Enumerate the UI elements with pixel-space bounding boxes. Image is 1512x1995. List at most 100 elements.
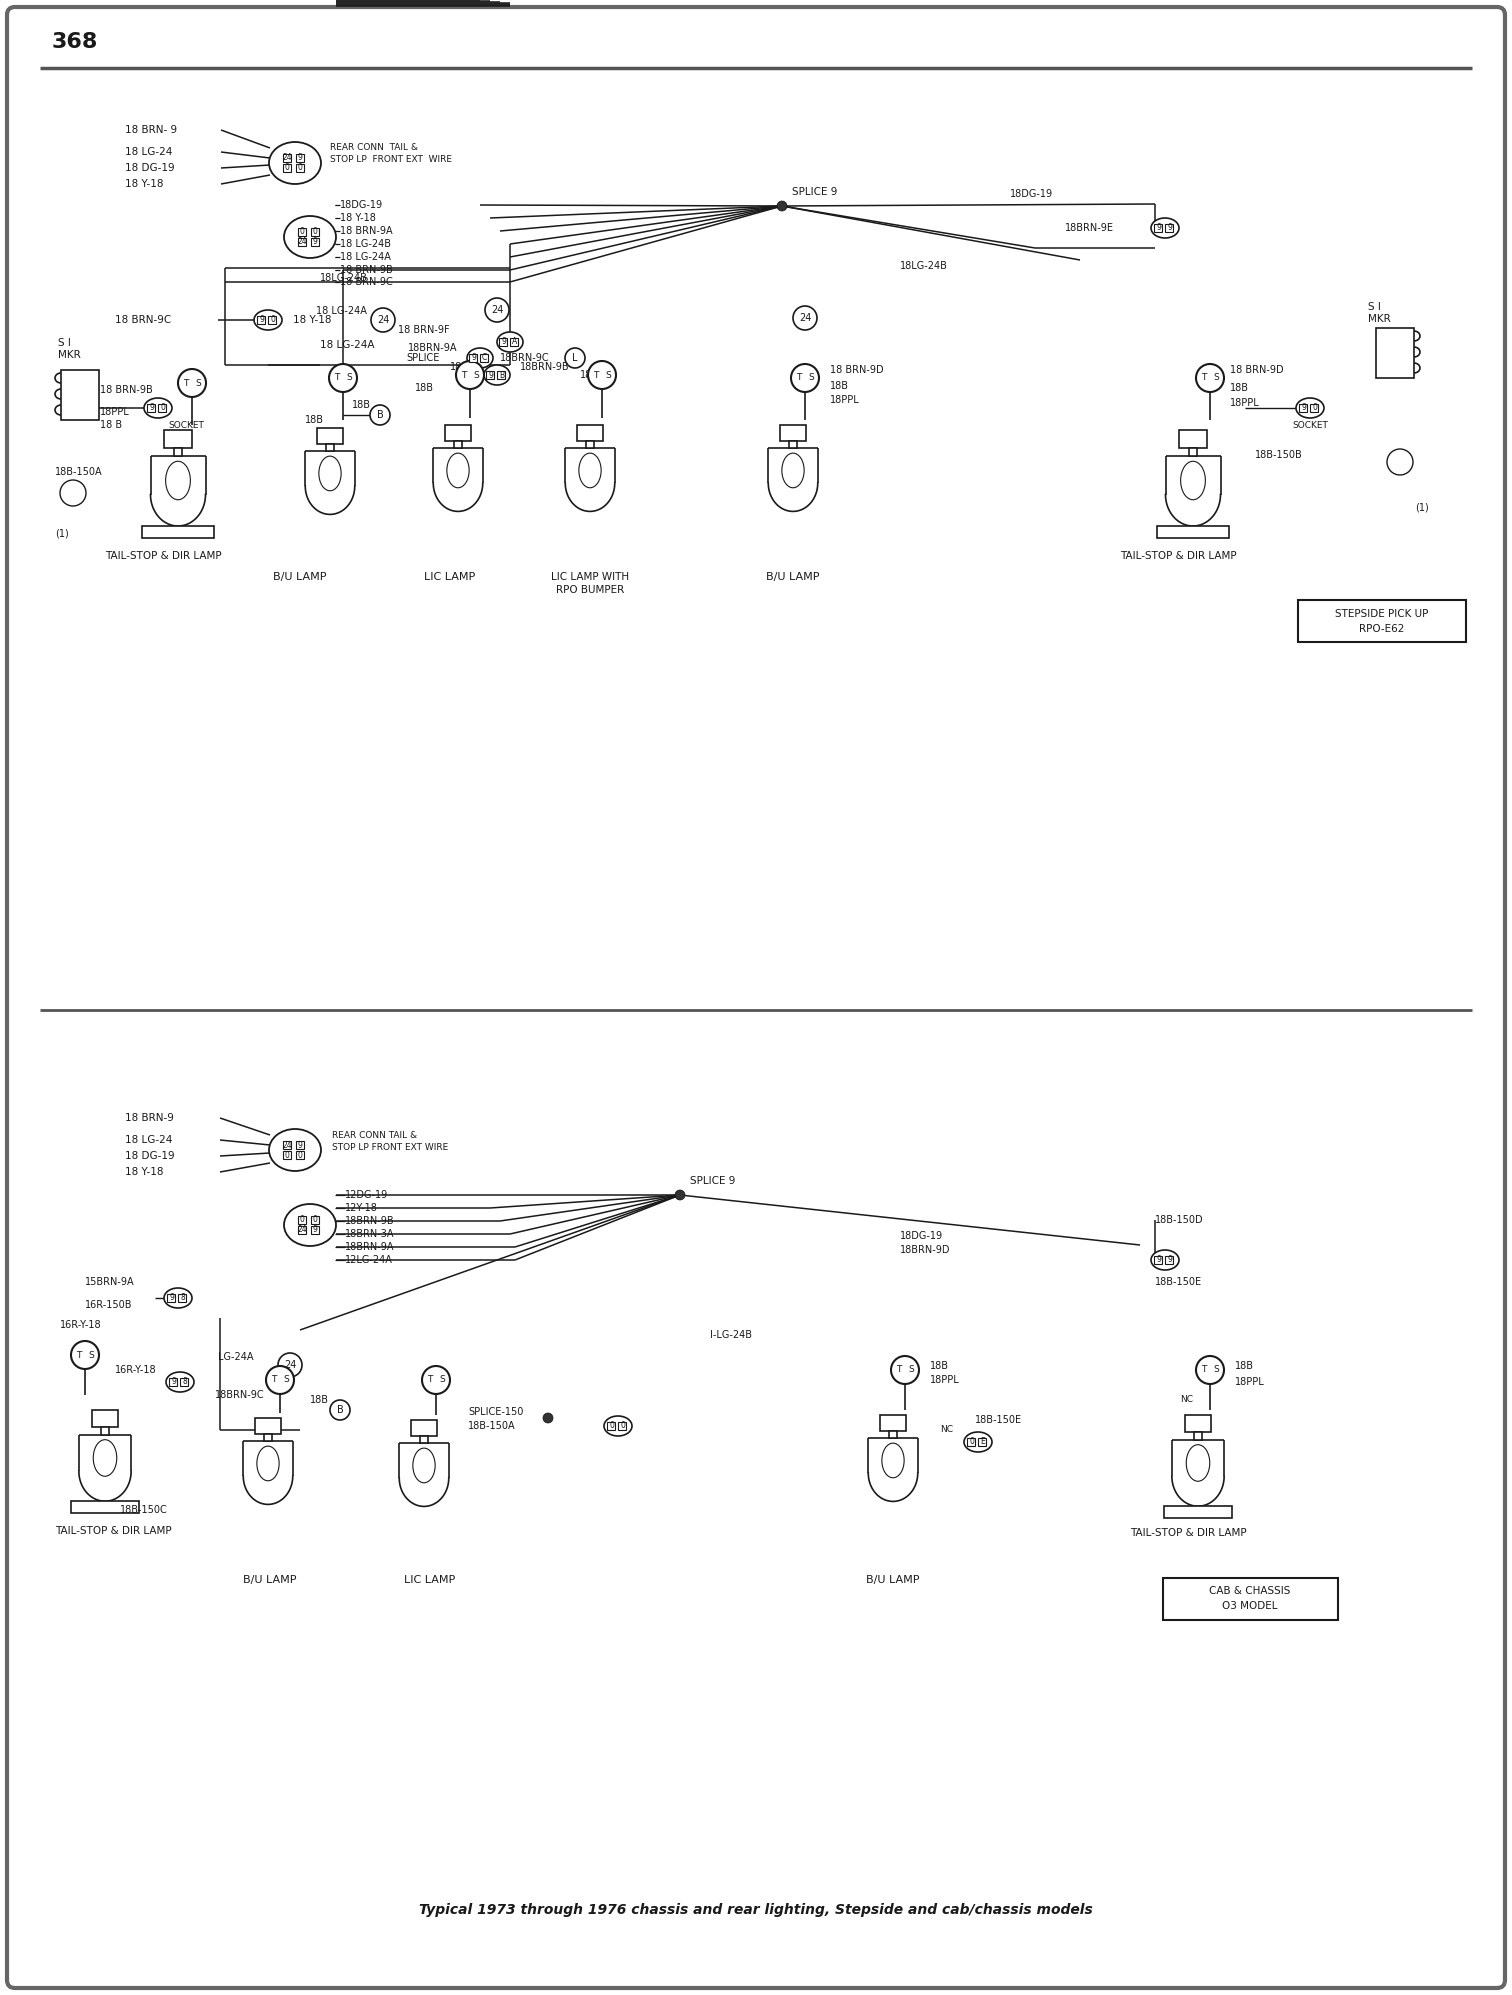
Text: 18 LG-24A: 18 LG-24A: [316, 305, 367, 315]
FancyBboxPatch shape: [1188, 449, 1198, 457]
Text: 9: 9: [298, 1141, 302, 1149]
Text: 9: 9: [150, 403, 154, 413]
FancyBboxPatch shape: [780, 425, 806, 441]
FancyBboxPatch shape: [606, 1422, 615, 1430]
Text: 18B-150E: 18B-150E: [1155, 1277, 1202, 1287]
FancyBboxPatch shape: [485, 371, 494, 379]
FancyBboxPatch shape: [1185, 1414, 1211, 1432]
Text: 9: 9: [1300, 403, 1306, 413]
Text: T: T: [183, 379, 189, 387]
FancyBboxPatch shape: [311, 1217, 319, 1225]
Text: 18B-150C: 18B-150C: [119, 1504, 168, 1514]
Ellipse shape: [965, 1432, 992, 1452]
Text: 0: 0: [969, 1438, 974, 1446]
FancyBboxPatch shape: [283, 164, 290, 172]
Text: 0: 0: [609, 1422, 614, 1430]
FancyBboxPatch shape: [60, 369, 98, 421]
Text: Typical 1973 through 1976 chassis and rear lighting, Stepside and cab/chassis mo: Typical 1973 through 1976 chassis and re…: [419, 1903, 1093, 1917]
Text: A: A: [513, 337, 517, 347]
FancyBboxPatch shape: [499, 337, 507, 345]
Text: 9: 9: [171, 1377, 175, 1387]
Text: SPLICE 9: SPLICE 9: [689, 1175, 735, 1185]
Ellipse shape: [1181, 461, 1205, 501]
FancyBboxPatch shape: [174, 449, 181, 457]
FancyBboxPatch shape: [163, 431, 192, 449]
Text: 18B: 18B: [451, 361, 469, 371]
FancyBboxPatch shape: [1166, 1257, 1173, 1265]
Text: B: B: [499, 371, 503, 379]
Text: MKR: MKR: [57, 349, 80, 359]
FancyBboxPatch shape: [1166, 223, 1173, 231]
Circle shape: [791, 363, 820, 391]
Text: 18 Y-18: 18 Y-18: [125, 1167, 163, 1177]
Text: 12DG-19: 12DG-19: [345, 1189, 389, 1201]
Circle shape: [1196, 363, 1225, 391]
Text: S I: S I: [1368, 301, 1380, 311]
Text: 24: 24: [298, 237, 307, 247]
Text: 18 BRN-9: 18 BRN-9: [125, 1113, 174, 1123]
Text: 18 BRN-9D: 18 BRN-9D: [1229, 365, 1284, 375]
Text: 0: 0: [1312, 403, 1317, 413]
Text: 8: 8: [180, 1293, 184, 1303]
Text: 18 LG-24A: 18 LG-24A: [321, 339, 375, 349]
FancyBboxPatch shape: [618, 1422, 626, 1430]
Text: RPO-E62: RPO-E62: [1359, 624, 1405, 634]
Text: 18LG-24B: 18LG-24B: [321, 273, 367, 283]
Text: S: S: [438, 1375, 445, 1385]
FancyBboxPatch shape: [92, 1410, 118, 1426]
Circle shape: [422, 1367, 451, 1395]
FancyBboxPatch shape: [1179, 431, 1207, 449]
Text: NC: NC: [1179, 1395, 1193, 1404]
FancyBboxPatch shape: [257, 315, 265, 323]
Text: 18B-150B: 18B-150B: [1255, 451, 1303, 461]
Text: B: B: [337, 1404, 343, 1414]
Ellipse shape: [284, 215, 336, 257]
Text: S: S: [473, 371, 479, 379]
FancyBboxPatch shape: [298, 1227, 305, 1235]
Text: SPLICE: SPLICE: [407, 353, 440, 363]
Text: 9: 9: [488, 371, 493, 379]
Text: I-LG-24B: I-LG-24B: [711, 1331, 751, 1341]
Text: 18B-150D: 18B-150D: [1155, 1215, 1204, 1225]
Text: 24: 24: [298, 1225, 307, 1235]
FancyBboxPatch shape: [1157, 527, 1229, 539]
Text: LIC LAMP: LIC LAMP: [425, 573, 476, 583]
FancyBboxPatch shape: [497, 371, 505, 379]
Circle shape: [792, 305, 816, 329]
Text: LIC LAMP WITH: LIC LAMP WITH: [550, 573, 629, 583]
Ellipse shape: [881, 1442, 904, 1478]
Text: S: S: [195, 379, 201, 387]
Text: 18BRN-9B: 18BRN-9B: [520, 361, 570, 371]
Text: T: T: [1202, 1365, 1207, 1375]
Text: 18 BRN-9F: 18 BRN-9F: [398, 325, 449, 335]
Ellipse shape: [166, 1373, 194, 1393]
Text: 9: 9: [1167, 223, 1172, 233]
FancyBboxPatch shape: [311, 1227, 319, 1235]
Text: 18DG-19: 18DG-19: [1010, 190, 1054, 200]
Text: 0: 0: [299, 227, 304, 237]
Text: 18 BRN-9B: 18 BRN-9B: [340, 265, 393, 275]
Text: (1): (1): [54, 529, 68, 539]
FancyBboxPatch shape: [1299, 405, 1306, 413]
Text: 16R-Y-18: 16R-Y-18: [115, 1365, 157, 1375]
Text: T: T: [593, 371, 599, 379]
Text: 18BRN-9A: 18BRN-9A: [408, 343, 458, 353]
Text: 18 B: 18 B: [100, 421, 122, 431]
Text: 24: 24: [376, 315, 389, 325]
Ellipse shape: [467, 347, 493, 367]
Text: 9: 9: [313, 1225, 318, 1235]
Text: 0: 0: [284, 1151, 289, 1159]
FancyBboxPatch shape: [296, 1141, 304, 1149]
FancyBboxPatch shape: [169, 1379, 177, 1387]
Text: 18 BRN-9A: 18 BRN-9A: [340, 225, 393, 235]
FancyBboxPatch shape: [157, 405, 166, 413]
Text: S: S: [88, 1351, 94, 1359]
Text: 0: 0: [284, 164, 289, 172]
Ellipse shape: [269, 1129, 321, 1171]
Text: STOP LP FRONT EXT WIRE: STOP LP FRONT EXT WIRE: [333, 1143, 448, 1153]
Text: 0: 0: [160, 403, 165, 413]
FancyBboxPatch shape: [283, 1141, 290, 1149]
Circle shape: [330, 363, 357, 391]
Text: B/U LAMP: B/U LAMP: [274, 573, 327, 583]
Text: SOCKET: SOCKET: [168, 421, 204, 431]
